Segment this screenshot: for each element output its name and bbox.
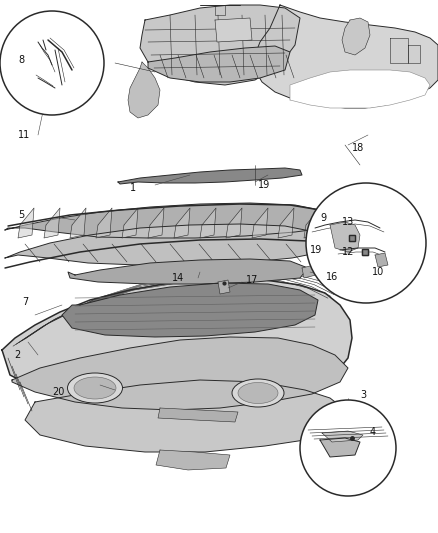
Text: 4: 4 [370,427,376,437]
Text: 19: 19 [258,180,270,190]
Text: 12: 12 [342,247,354,257]
Circle shape [300,400,396,496]
Polygon shape [304,208,320,238]
Polygon shape [5,224,328,265]
Polygon shape [342,18,370,55]
Polygon shape [5,203,330,238]
Polygon shape [218,280,230,294]
Text: 3: 3 [360,390,366,400]
Text: 9: 9 [320,213,326,223]
Polygon shape [18,208,34,238]
Polygon shape [290,70,430,108]
Polygon shape [255,5,438,108]
Text: 1: 1 [130,183,136,193]
Polygon shape [70,208,86,238]
Text: 18: 18 [352,143,364,153]
Ellipse shape [74,377,116,399]
Text: 7: 7 [22,297,28,307]
Ellipse shape [238,383,278,403]
Polygon shape [215,18,252,42]
Text: 19: 19 [310,245,322,255]
Circle shape [306,183,426,303]
Polygon shape [330,222,360,252]
Text: 17: 17 [246,275,258,285]
Polygon shape [278,208,294,238]
Polygon shape [158,408,238,422]
Polygon shape [25,380,348,452]
Ellipse shape [67,373,123,403]
Text: 14: 14 [172,273,184,283]
Polygon shape [200,208,216,238]
Polygon shape [148,46,290,82]
Polygon shape [408,45,420,63]
Polygon shape [390,38,408,63]
Text: 8: 8 [18,55,24,65]
Polygon shape [128,62,160,118]
Polygon shape [12,337,348,410]
Polygon shape [62,283,318,337]
Polygon shape [2,278,352,402]
Polygon shape [174,208,190,238]
Polygon shape [252,208,268,238]
Polygon shape [148,208,164,238]
Text: 10: 10 [372,267,384,277]
Polygon shape [322,431,363,442]
Text: 5: 5 [18,210,24,220]
Ellipse shape [232,379,284,407]
Polygon shape [226,208,242,238]
Text: 20: 20 [52,387,64,397]
Text: 2: 2 [14,350,20,360]
Text: 13: 13 [342,217,354,227]
Polygon shape [122,208,138,238]
Polygon shape [302,265,316,278]
Polygon shape [156,450,230,470]
Polygon shape [320,438,360,457]
Polygon shape [44,208,60,238]
Polygon shape [140,5,300,85]
Polygon shape [375,253,388,267]
Circle shape [0,11,104,115]
Polygon shape [118,168,302,184]
Polygon shape [96,208,112,238]
Text: 16: 16 [326,272,338,282]
Polygon shape [68,259,308,284]
Text: 11: 11 [18,130,30,140]
